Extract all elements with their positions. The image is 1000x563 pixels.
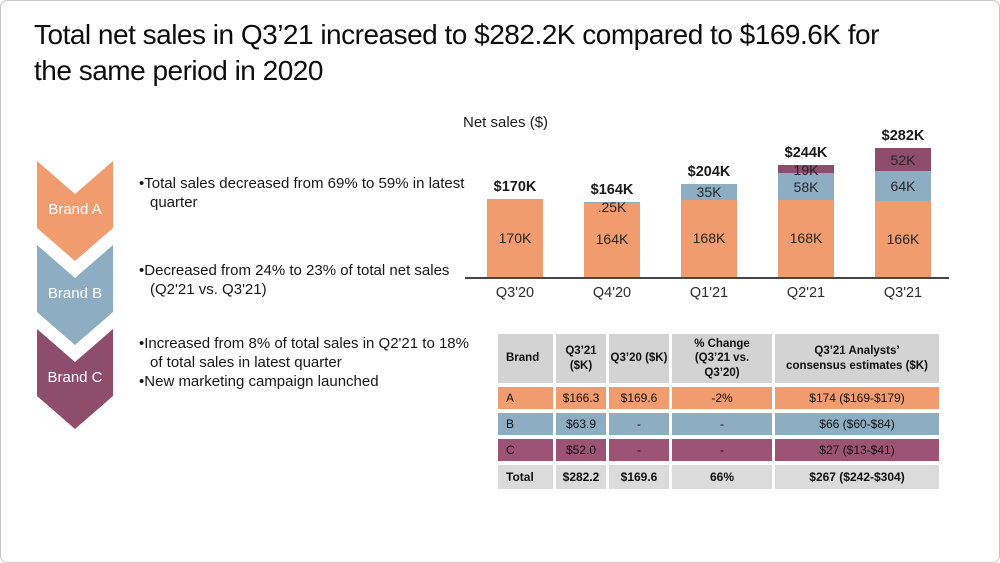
bar-segment-brand-c: [778, 164, 834, 174]
table-cell-brand: A: [498, 387, 553, 409]
bar-segment-value-label: 19K: [793, 161, 819, 178]
brand-c-bullets: Increased from 8% of total sales in Q2'2…: [139, 334, 469, 391]
bar-chart-plot: 170K $170K Q3'20 164K .25K $164K Q4'20 168K 35K $…: [465, 127, 949, 301]
table-cell-q321-total: $282.2: [556, 465, 606, 489]
bar-total-label: $164K: [590, 181, 634, 198]
table-cell-estimates: $174 ($169-$179): [775, 387, 939, 409]
table-cell-q321: $52.0: [556, 439, 606, 461]
table-cell-q320: -: [609, 413, 669, 435]
x-axis-tick-label: Q3'21: [883, 285, 923, 301]
brand-b-bullets: Decreased from 24% to 23% of total net s…: [139, 261, 469, 299]
table-header-estimates: Q3’21 Analysts’ consensus estimates ($K): [775, 334, 939, 383]
table-cell-estimates: $66 ($60-$84): [775, 413, 939, 435]
bar-segment-value-label: 58K: [793, 178, 819, 195]
table-cell-pct-change: -: [672, 413, 772, 435]
bar-segment-value-label: 52K: [890, 151, 916, 168]
bar-total-label: $244K: [784, 144, 828, 161]
table-cell-estimates: $27 ($13-$41): [775, 439, 939, 461]
bar-segment-brand-c: [875, 147, 931, 172]
bar-segment-brand-b: [681, 183, 737, 200]
x-axis-tick-label: Q1'21: [689, 285, 729, 301]
table-cell-pct-change: -: [672, 439, 772, 461]
bar-segment-value-label: 170K: [498, 230, 532, 246]
bullet-item: Decreased from 24% to 23% of total net s…: [139, 261, 469, 299]
table-cell-pct-change: -2%: [672, 387, 772, 409]
table-cell-q321: $166.3: [556, 387, 606, 409]
chevron-brand-a: Brand A: [37, 161, 113, 261]
bullet-item: New marketing campaign launched: [139, 372, 469, 391]
page-title: Total net sales in Q3’21 increased to $2…: [34, 17, 984, 89]
bar-segment-value-label: 64K: [890, 178, 916, 195]
table-cell-q320: $169.6: [609, 387, 669, 409]
bar-segment-value-label: 164K: [595, 231, 629, 248]
bar-total-label: $204K: [687, 163, 731, 180]
chevron-brand-a-label: Brand A: [48, 201, 102, 218]
table-cell-brand-total: Total: [498, 465, 553, 489]
table-header-pct-change: % Change (Q3’21 vs. Q3’20): [672, 334, 772, 383]
x-axis-tick-label: Q4'20: [592, 285, 632, 301]
table-cell-pct-change-total: 66%: [672, 465, 772, 489]
title-line-1: Total net sales in Q3’21 increased to $2…: [34, 19, 879, 50]
table-header-q320: Q3’20 ($K): [609, 334, 669, 383]
table-cell-brand: B: [498, 413, 553, 435]
table-cell-q320-total: $169.6: [609, 465, 669, 489]
bar-segment-brand-a: [584, 201, 640, 277]
table-cell-estimates-total: $267 ($242-$304): [775, 465, 939, 489]
bar-segment-value-label: 168K: [789, 230, 823, 247]
chart-x-axis: [465, 277, 949, 279]
brand-a-bullets: Total sales decreased from 69% to 59% in…: [139, 174, 469, 212]
title-line-2: the same period in 2020: [34, 55, 323, 86]
table-cell-q320: -: [609, 439, 669, 461]
chevron-brand-b-label: Brand B: [47, 285, 103, 302]
chart-title: Net sales ($): [463, 114, 549, 131]
x-axis-tick-label: Q2'21: [786, 285, 826, 301]
bar-segment-brand-b: [875, 171, 931, 201]
bar-segment-brand-b: [778, 173, 834, 200]
table-header-brand: Brand: [498, 334, 553, 383]
table-cell-brand: C: [498, 439, 553, 461]
summary-table: Brand Q3’21 ($K) Q3’20 ($K) % Change (Q3…: [498, 334, 939, 489]
chevron-brand-c-label: Brand C: [47, 369, 103, 386]
bar-segment-value-label: 168K: [692, 230, 726, 247]
bar-total-label: $170K: [493, 178, 537, 195]
bar-segment-brand-a: [487, 198, 543, 277]
table-header-q321: Q3’21 ($K): [556, 334, 606, 383]
bar-segment-brand-a: [875, 200, 931, 277]
bar-segment-brand-a: [681, 199, 737, 277]
bullet-item: Total sales decreased from 69% to 59% in…: [139, 174, 469, 212]
bar-segment-brand-a: [778, 199, 834, 277]
bullet-item: Increased from 8% of total sales in Q2'2…: [139, 334, 469, 372]
bar-segment-value-label: 35K: [696, 183, 722, 200]
x-axis-tick-label: Q3'20: [495, 285, 535, 301]
bar-total-label: $282K: [881, 127, 925, 144]
table-cell-q321: $63.9: [556, 413, 606, 435]
bar-segment-value-label: 166K: [886, 230, 920, 247]
bar-segment-value-label: .25K: [597, 198, 627, 215]
